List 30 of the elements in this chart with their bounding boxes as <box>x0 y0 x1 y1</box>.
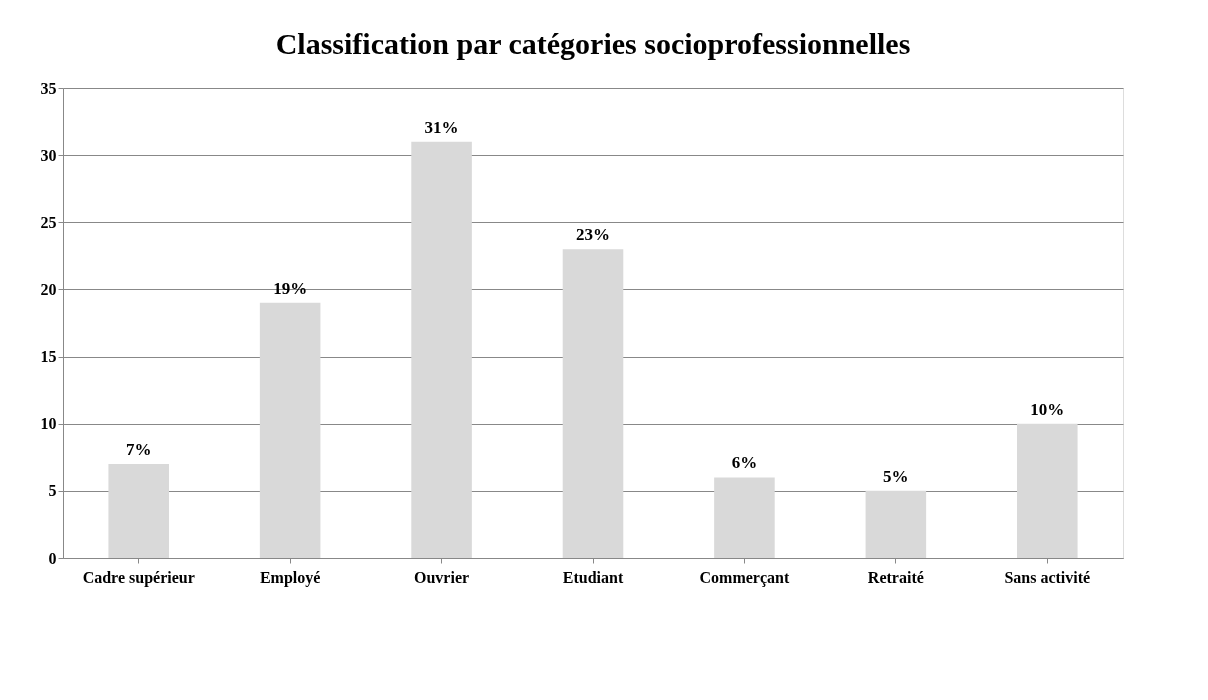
y-tick-label: 15 <box>40 348 57 366</box>
bar <box>108 464 169 558</box>
data-label: 10% <box>1030 399 1065 419</box>
data-label: 31% <box>424 117 459 137</box>
y-tick-label: 0 <box>48 549 57 567</box>
data-label: 19% <box>273 278 308 298</box>
y-tick-label: 5 <box>48 482 57 500</box>
bar <box>1017 423 1078 558</box>
x-tick-label: Ouvrier <box>414 568 470 586</box>
x-tick-label: Etudiant <box>562 568 624 586</box>
bar <box>562 249 624 558</box>
x-tick-label: Cadre supérieur <box>82 568 195 587</box>
x-tick-label: Employé <box>259 568 321 587</box>
x-tick-label: Commerçant <box>699 568 790 587</box>
data-label: 7% <box>125 440 152 459</box>
bar <box>259 302 321 558</box>
data-label: 6% <box>731 453 758 473</box>
data-label: 5% <box>883 466 909 486</box>
bar <box>411 141 472 558</box>
bar <box>714 477 775 558</box>
x-tick-label: Sans activité <box>1004 568 1091 586</box>
y-tick-label: 30 <box>40 146 57 164</box>
data-label: 23% <box>576 225 610 245</box>
y-tick-label: 35 <box>40 79 57 97</box>
bar <box>865 490 927 558</box>
chart-title: Classification par catégories socioprofessionnelles <box>275 27 911 60</box>
y-tick-label: 25 <box>40 213 57 231</box>
y-tick-label: 20 <box>40 280 57 298</box>
y-tick-label: 10 <box>40 415 57 433</box>
x-tick-label: Retraité <box>867 568 924 586</box>
